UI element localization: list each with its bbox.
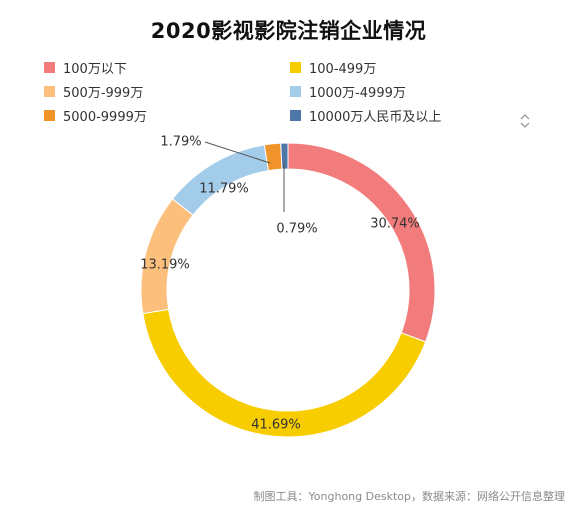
leader-line-5 (204, 141, 271, 164)
legend-scroll-toggle[interactable] (517, 112, 533, 130)
legend-item-2[interactable]: 100-499万 (290, 58, 377, 77)
legend-item-3[interactable]: 500万-999万 (44, 82, 144, 101)
legend-item-6[interactable]: 10000万人民币及以上 (290, 106, 442, 125)
donut-slice-1[interactable] (287, 142, 436, 343)
chevron-down-icon (520, 122, 530, 128)
chevron-up-icon (520, 114, 530, 120)
legend-swatch-2 (290, 61, 301, 73)
legend-swatch-1 (44, 61, 55, 73)
data-label-1: 30.74% (370, 217, 420, 232)
data-label-4: 11.79% (199, 182, 249, 197)
chart-title: 2020影视影院注销企业情况 (150, 19, 427, 43)
legend-item-4[interactable]: 1000万-4999万 (290, 82, 406, 101)
legend-label-1: 100万以下 (63, 61, 127, 77)
legend-item-5[interactable]: 5000-9999万 (44, 106, 147, 125)
legend-label-5: 5000-9999万 (63, 109, 147, 125)
data-label-5: 1.79% (160, 135, 201, 150)
legend-swatch-3 (44, 85, 55, 97)
donut-slice-6[interactable] (280, 142, 289, 170)
legend-swatch-4 (290, 85, 301, 97)
donut-slice-4[interactable] (171, 144, 270, 216)
legend-swatch-6 (290, 109, 301, 121)
legend-item-1[interactable]: 100万以下 (44, 58, 127, 77)
legend-swatch-5 (44, 109, 55, 121)
legend-label-2: 100-499万 (309, 61, 377, 77)
footer-source-note: 制图工具：Yonghong Desktop，数据来源：网络公开信息整理 (253, 490, 565, 503)
legend-label-6: 10000万人民币及以上 (309, 109, 442, 125)
data-label-3: 13.19% (140, 258, 190, 273)
data-label-6: 0.79% (276, 222, 317, 237)
legend-label-3: 500万-999万 (63, 85, 144, 101)
chart-legend: 100万以下 100-499万 500万-999万 1000万-4999万 50… (44, 58, 524, 128)
data-label-2: 41.69% (251, 418, 301, 433)
legend-label-4: 1000万-4999万 (309, 85, 406, 101)
donut-slice-3[interactable] (140, 198, 194, 315)
